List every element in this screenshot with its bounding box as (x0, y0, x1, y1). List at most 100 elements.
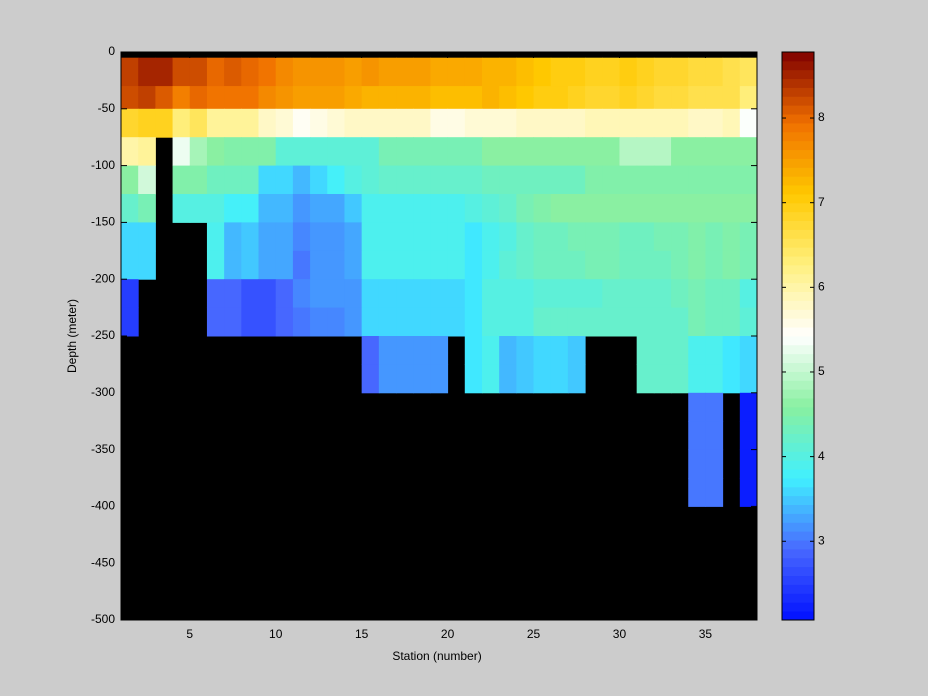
heatmap-cell (722, 137, 741, 167)
heatmap-cell (516, 279, 535, 309)
colorbar-band (782, 549, 814, 559)
heatmap-cell (206, 137, 225, 167)
heatmap-cell (275, 57, 294, 87)
heatmap-cell (533, 336, 552, 365)
heatmap-cell (516, 336, 535, 365)
heatmap-cell (361, 307, 380, 337)
heatmap-cell (722, 86, 741, 110)
heatmap-cell (241, 194, 260, 223)
heatmap-cell (550, 250, 569, 280)
heatmap-cell (705, 108, 724, 138)
heatmap-cell (155, 57, 174, 87)
heatmap-cell (567, 165, 586, 195)
colorbar-band (782, 336, 814, 346)
heatmap-cell (499, 336, 517, 365)
colorbar-band (782, 123, 814, 133)
colorbar-band (782, 415, 814, 426)
heatmap-cell (481, 194, 500, 223)
heatmap-cell (206, 250, 225, 280)
heatmap-cell (121, 137, 139, 167)
heatmap-cell (292, 222, 311, 252)
heatmap-cell (172, 108, 191, 138)
heatmap-cell (121, 307, 139, 337)
heatmap-cell (705, 137, 724, 167)
heatmap-cell (327, 279, 345, 309)
heatmap-cell (224, 108, 242, 138)
heatmap-cell (481, 336, 500, 365)
heatmap-cell (378, 279, 397, 309)
heatmap-cell (653, 364, 672, 394)
heatmap-cell (292, 86, 311, 110)
heatmap-cell (688, 137, 706, 167)
heatmap-cell (344, 279, 363, 309)
heatmap-cell (499, 222, 517, 252)
y-tick-label: -250 (91, 328, 115, 342)
heatmap-cell (533, 57, 552, 87)
heatmap-cell (619, 279, 638, 309)
heatmap-cell (481, 364, 500, 394)
heatmap-cell (447, 165, 466, 195)
heatmap-cell (516, 222, 535, 252)
heatmap-cell (739, 392, 758, 422)
heatmap-cell (481, 307, 500, 337)
x-tick-label: 10 (269, 627, 283, 641)
heatmap-cell (499, 279, 517, 309)
heatmap-cell (653, 108, 672, 138)
heatmap-cell (396, 336, 414, 365)
heatmap-cell (688, 364, 706, 394)
heatmap-cell (722, 279, 741, 309)
heatmap-cell (172, 86, 191, 110)
heatmap-cell (722, 336, 741, 365)
heatmap-cell (396, 86, 414, 110)
heatmap-cell (275, 86, 294, 110)
heatmap-cell (464, 165, 483, 195)
colorbar-band (782, 176, 814, 186)
heatmap-cell (378, 86, 397, 110)
heatmap-cell (275, 222, 294, 252)
heatmap-cell (585, 279, 603, 309)
heatmap-cell (310, 222, 328, 252)
heatmap-cell (258, 279, 277, 309)
colorbar-band (782, 167, 814, 177)
heatmap-cell (464, 137, 483, 167)
heatmap-cell (688, 57, 706, 87)
heatmap-cell (378, 364, 397, 394)
heatmap-cell (172, 194, 191, 223)
colorbar-band (782, 238, 814, 248)
heatmap-cell (671, 336, 689, 365)
heatmap-cell (206, 307, 225, 337)
heatmap-cell (602, 194, 620, 223)
heatmap-cell (671, 165, 689, 195)
colorbar-tick-label: 3 (818, 533, 825, 547)
colorbar-band (782, 407, 814, 417)
heatmap-cell (121, 108, 139, 138)
heatmap-cell (688, 250, 706, 280)
heatmap-cell (653, 165, 672, 195)
heatmap-cell (585, 222, 603, 252)
heatmap-cell (516, 165, 535, 195)
heatmap-cell (378, 222, 397, 252)
heatmap-cell (138, 222, 156, 252)
heatmap-cell (567, 364, 586, 394)
colorbar-band (782, 433, 814, 443)
colorbar-band (782, 451, 814, 461)
heatmap-cell (533, 108, 552, 138)
heatmap-cell (121, 194, 139, 223)
heatmap-cell (258, 165, 277, 195)
y-tick-label: -150 (91, 215, 115, 229)
heatmap-cell (653, 57, 672, 87)
heatmap-cell (310, 137, 328, 167)
heatmap-cell (327, 137, 345, 167)
colorbar-band (782, 52, 814, 62)
colorbar-band (782, 371, 814, 381)
heatmap-cell (396, 57, 414, 87)
heatmap-cell (258, 137, 277, 167)
heatmap-cell (567, 222, 586, 252)
colorbar-band (782, 504, 814, 514)
colorbar-band (782, 202, 814, 213)
heatmap-cell (550, 336, 569, 365)
heatmap-cell (310, 57, 328, 87)
colorbar-band (782, 353, 814, 364)
heatmap-cell (361, 137, 380, 167)
heatmap-cell (430, 364, 449, 394)
